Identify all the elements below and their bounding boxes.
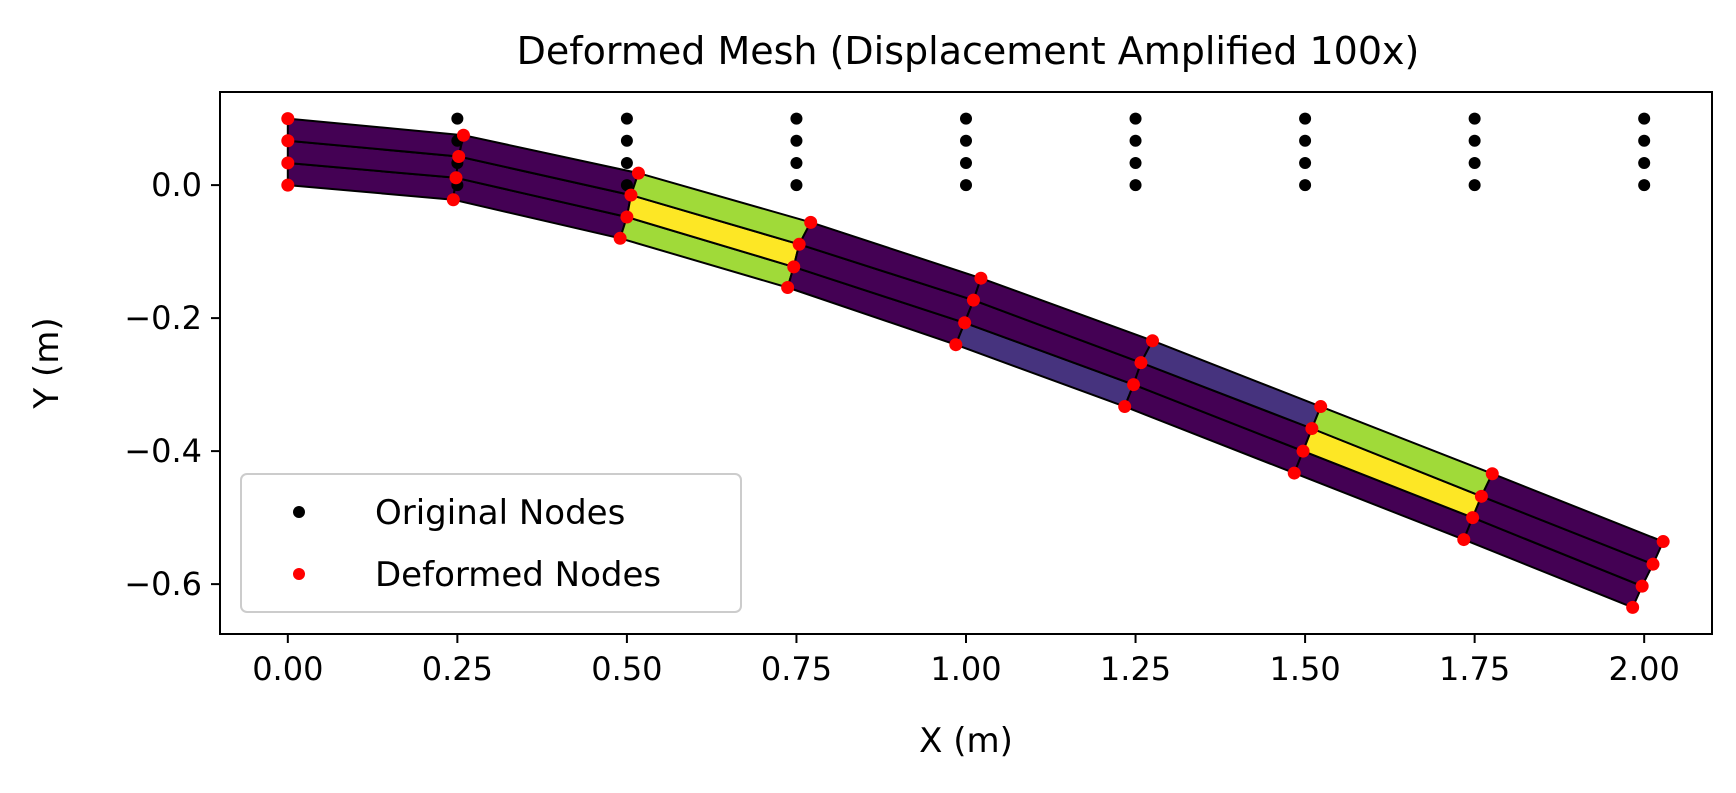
deformed-node-point <box>958 316 972 330</box>
deformed-node-point <box>281 156 295 170</box>
deformed-node-point <box>1134 356 1148 370</box>
x-tick-label: 2.00 <box>1609 650 1680 688</box>
deformed-node-point <box>1305 422 1319 436</box>
deformed-node-point <box>620 210 634 224</box>
x-axis-label: X (m) <box>919 721 1013 761</box>
deformed-node-point <box>281 178 295 192</box>
x-tick-label: 0.25 <box>422 650 493 688</box>
original-node-point <box>1299 134 1312 147</box>
original-node-point <box>790 134 803 147</box>
original-node-point <box>1638 112 1651 125</box>
deformed-node-point <box>446 193 460 207</box>
x-tick-label: 0.50 <box>591 650 662 688</box>
y-tick-label: −0.6 <box>124 565 202 603</box>
deformed-node-point <box>974 271 988 285</box>
original-node-point <box>620 134 633 147</box>
legend-marker-original <box>293 506 305 518</box>
original-node-point <box>1638 179 1651 192</box>
deformed-node-point <box>624 188 638 202</box>
y-axis: 0.0 −0.2 −0.4 −0.6 <box>124 166 220 603</box>
deformed-node-point <box>631 166 645 180</box>
original-node-point <box>960 179 972 192</box>
deformed-node-point <box>1466 511 1480 525</box>
x-tick-label: 0.75 <box>761 650 832 688</box>
x-tick-label: 1.00 <box>930 650 1001 688</box>
original-node-point <box>960 112 972 125</box>
original-node-point <box>1129 156 1142 169</box>
deformed-node-point <box>1635 579 1649 593</box>
original-node-point <box>1129 112 1142 125</box>
deformed-node-point <box>1474 489 1488 503</box>
deformed-node-point <box>452 150 466 164</box>
original-node-point <box>1299 179 1312 192</box>
deformed-node-point <box>787 260 801 274</box>
deformed-node-point <box>449 171 463 185</box>
deformed-node-point <box>281 134 295 148</box>
x-tick-label: 1.50 <box>1269 650 1340 688</box>
original-node-point <box>1638 134 1651 147</box>
original-node-point <box>960 156 972 169</box>
original-node-point <box>1468 179 1481 192</box>
deformed-node-point <box>613 231 627 245</box>
deformed-node-point <box>1118 400 1132 414</box>
original-node-point <box>451 112 464 125</box>
deformed-node-point <box>1656 535 1670 549</box>
legend-box <box>240 473 742 613</box>
deformed-node-point <box>1296 444 1310 458</box>
original-node-point <box>960 134 972 147</box>
x-tick-label: 0.00 <box>252 650 323 688</box>
deformed-node-point <box>1646 557 1660 571</box>
deformed-node-point <box>781 281 795 295</box>
y-tick-label: −0.2 <box>124 299 202 337</box>
x-tick-label: 1.25 <box>1100 650 1171 688</box>
original-node-point <box>1129 179 1142 192</box>
original-node-point <box>1468 134 1481 147</box>
original-node-point <box>790 112 803 125</box>
y-tick-label: −0.4 <box>124 432 202 470</box>
original-node-point <box>1129 134 1142 147</box>
original-node-point <box>1299 112 1312 125</box>
original-node-point <box>620 112 633 125</box>
x-tick-label: 1.75 <box>1439 650 1510 688</box>
y-axis-label: Y (m) <box>27 317 67 409</box>
deformed-node-point <box>804 215 818 229</box>
legend: Original Nodes Deformed Nodes <box>240 473 742 613</box>
original-node-point <box>790 156 803 169</box>
deformed-node-point <box>281 112 295 126</box>
original-node-point <box>1468 156 1481 169</box>
legend-label-deformed: Deformed Nodes <box>375 555 661 595</box>
x-axis: 0.00 0.25 0.50 0.75 1.00 1.25 1.50 1.75 2.00 <box>252 634 1680 688</box>
deformed-nodes-series <box>281 112 1670 614</box>
chart-title: Deformed Mesh (Displacement Amplified 10… <box>517 29 1420 73</box>
deformed-node-point <box>792 237 806 251</box>
deformed-node-point <box>949 338 963 352</box>
original-node-point <box>1468 112 1481 125</box>
deformed-node-point <box>1626 600 1640 614</box>
original-node-point <box>790 179 803 192</box>
deformed-node-point <box>1287 466 1301 480</box>
y-tick-label: 0.0 <box>151 166 202 204</box>
deformed-node-point <box>966 293 980 307</box>
deformed-node-point <box>1485 467 1499 481</box>
original-node-point <box>620 156 633 169</box>
legend-marker-deformed <box>293 568 305 580</box>
original-node-point <box>1299 156 1312 169</box>
deformed-node-point <box>456 128 470 142</box>
deformed-node-point <box>1146 334 1159 348</box>
original-node-point <box>620 179 633 192</box>
deformed-node-point <box>1457 533 1471 547</box>
original-node-point <box>1638 156 1651 169</box>
legend-label-original: Original Nodes <box>375 493 625 533</box>
deformed-node-point <box>1127 378 1141 392</box>
deformed-node-point <box>1314 400 1328 414</box>
